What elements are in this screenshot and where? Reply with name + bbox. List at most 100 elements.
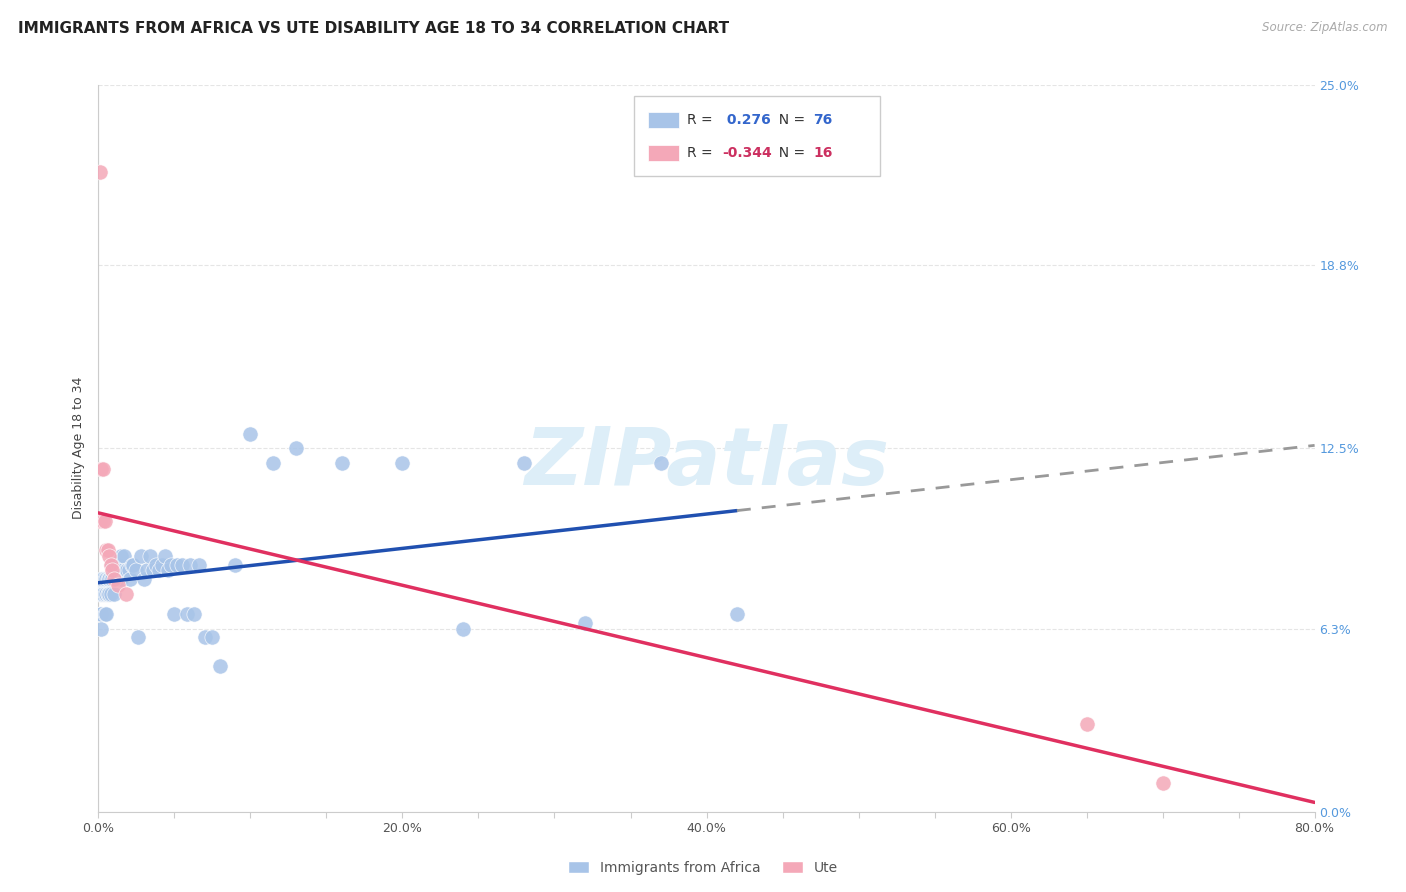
Text: IMMIGRANTS FROM AFRICA VS UTE DISABILITY AGE 18 TO 34 CORRELATION CHART: IMMIGRANTS FROM AFRICA VS UTE DISABILITY… <box>18 21 730 36</box>
Point <box>108 563 131 577</box>
Point <box>90 622 112 636</box>
Point <box>209 659 232 673</box>
Point <box>100 587 122 601</box>
Point <box>90 461 112 475</box>
Point <box>90 607 112 621</box>
Point <box>176 607 198 621</box>
Text: 0.276: 0.276 <box>723 112 770 127</box>
Point <box>136 563 159 577</box>
Point <box>89 607 111 621</box>
Point <box>725 607 748 621</box>
Point <box>513 456 536 470</box>
Point <box>125 563 148 577</box>
Point <box>94 543 117 558</box>
Point <box>163 607 186 621</box>
Point <box>112 549 135 563</box>
Point <box>94 572 117 586</box>
Point <box>114 563 136 577</box>
Point <box>94 607 117 621</box>
Point <box>139 549 162 563</box>
Point <box>145 558 167 572</box>
Point <box>183 607 205 621</box>
Point <box>98 572 121 586</box>
Point <box>98 549 121 563</box>
Point <box>132 572 155 586</box>
Point <box>93 607 115 621</box>
Point <box>239 426 262 441</box>
Point <box>89 165 111 179</box>
Point <box>150 558 173 572</box>
Point <box>194 630 217 644</box>
Text: N =: N = <box>770 146 810 161</box>
Point <box>118 563 141 577</box>
Point <box>93 587 115 601</box>
Point <box>89 587 111 601</box>
Y-axis label: Disability Age 18 to 34: Disability Age 18 to 34 <box>72 377 86 519</box>
Point <box>91 461 114 475</box>
Point <box>107 578 129 592</box>
Point <box>91 514 114 528</box>
Point <box>91 587 114 601</box>
Point <box>103 572 125 586</box>
Point <box>89 514 111 528</box>
Point <box>100 572 122 586</box>
Point <box>120 572 142 586</box>
Point <box>201 630 224 644</box>
Point <box>179 558 201 572</box>
Point <box>391 456 413 470</box>
Point <box>98 572 121 586</box>
Point <box>453 622 475 636</box>
Point <box>129 549 152 563</box>
Point <box>104 572 127 586</box>
Point <box>93 572 115 586</box>
Point <box>96 587 118 601</box>
Point <box>262 456 284 470</box>
Text: ZIPatlas: ZIPatlas <box>524 424 889 502</box>
Point <box>100 558 122 572</box>
Text: -0.344: -0.344 <box>723 146 772 161</box>
Point <box>148 563 170 577</box>
Point <box>96 572 118 586</box>
Point <box>166 558 188 572</box>
Point <box>103 587 125 601</box>
Point <box>96 587 118 601</box>
Point <box>91 587 114 601</box>
Point <box>110 549 132 563</box>
Point <box>330 456 353 470</box>
Point <box>93 514 115 528</box>
Point <box>91 572 114 586</box>
Point <box>110 572 132 586</box>
Point <box>142 563 165 577</box>
Point <box>101 572 124 586</box>
Point <box>105 572 128 586</box>
Point <box>90 572 112 586</box>
Point <box>1076 717 1098 731</box>
Point <box>89 587 111 601</box>
Text: R =: R = <box>688 146 717 161</box>
Point <box>98 587 121 601</box>
Point <box>170 558 193 572</box>
Point <box>101 563 124 577</box>
Point <box>650 456 672 470</box>
Legend: Immigrants from Africa, Ute: Immigrants from Africa, Ute <box>562 855 844 880</box>
Point <box>111 563 134 577</box>
Point <box>114 587 136 601</box>
Text: 76: 76 <box>814 112 832 127</box>
Point <box>103 558 125 572</box>
Point <box>224 558 246 572</box>
Point <box>155 549 177 563</box>
Point <box>101 558 124 572</box>
Text: Source: ZipAtlas.com: Source: ZipAtlas.com <box>1263 21 1388 34</box>
Point <box>157 563 180 577</box>
Point <box>94 587 117 601</box>
Point <box>96 543 118 558</box>
Point <box>90 587 112 601</box>
Point <box>127 630 149 644</box>
Point <box>117 563 139 577</box>
Point <box>107 558 129 572</box>
Text: 16: 16 <box>814 146 832 161</box>
Point <box>1152 775 1174 789</box>
Text: N =: N = <box>770 112 810 127</box>
Point <box>121 558 143 572</box>
Text: R =: R = <box>688 112 717 127</box>
